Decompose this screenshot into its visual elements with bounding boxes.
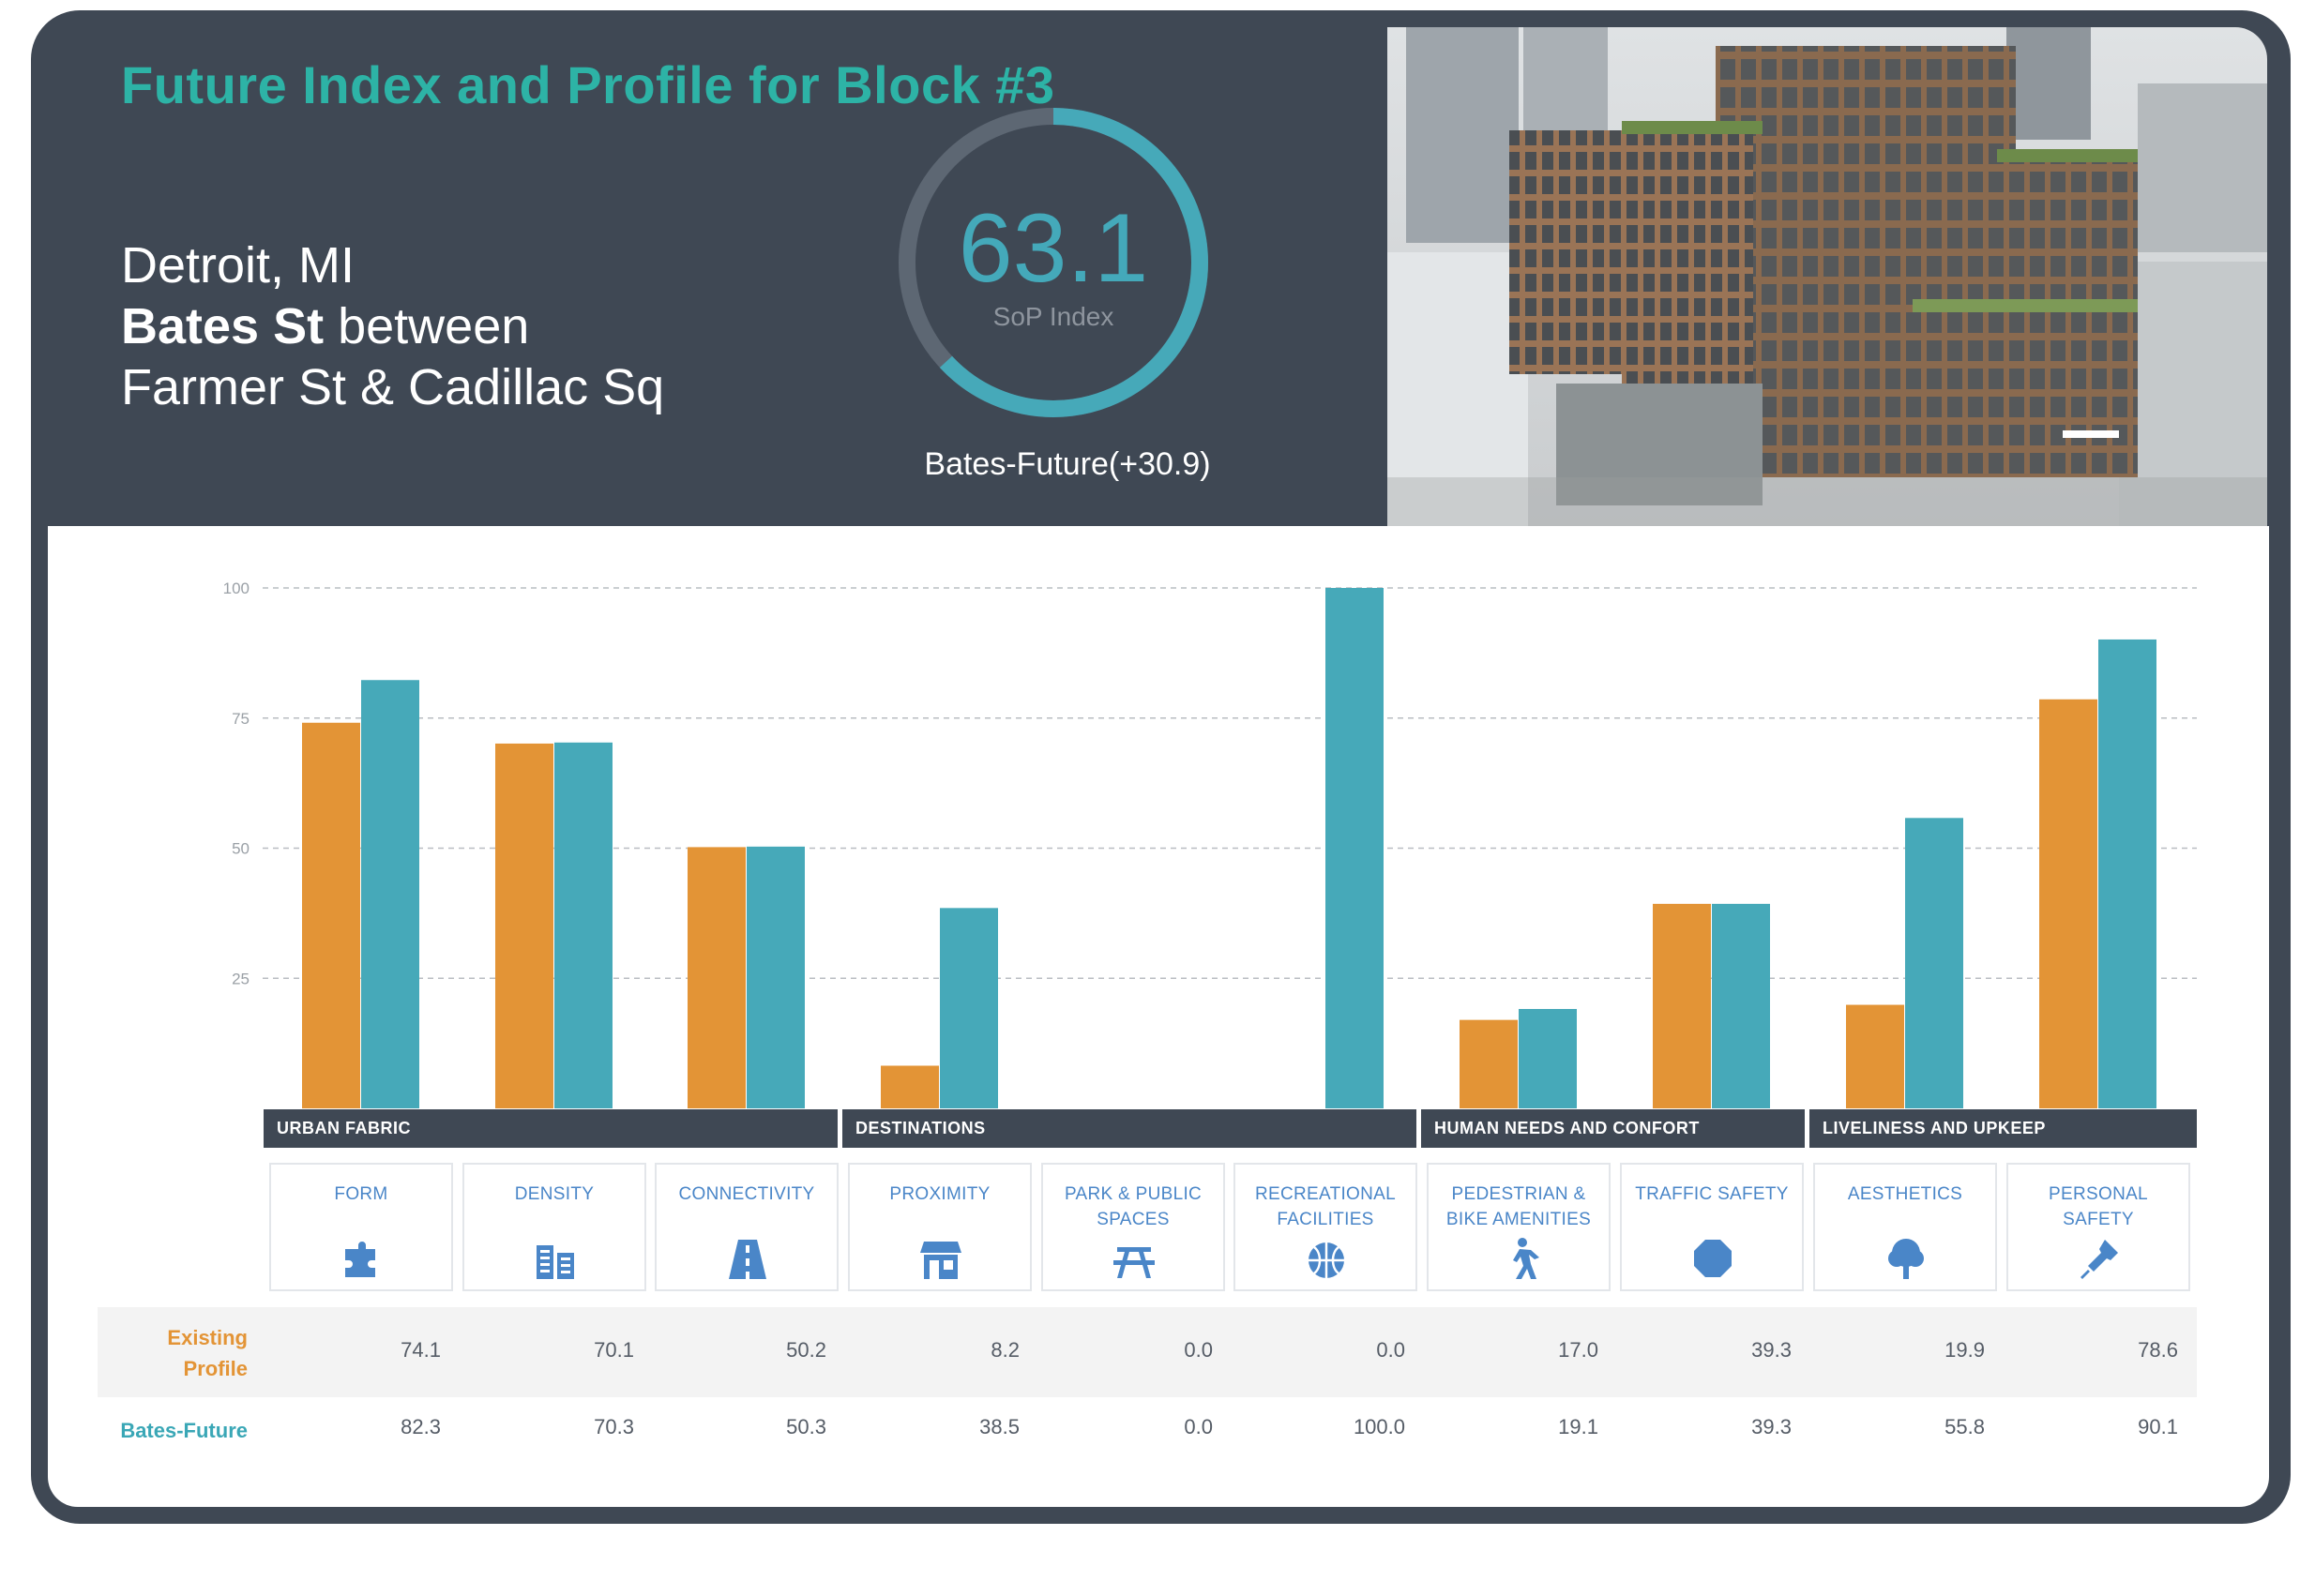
existing-value: 70.1 [594, 1338, 634, 1362]
category-card-connectivity: CONNECTIVITY [655, 1163, 839, 1291]
future-value: 0.0 [1184, 1415, 1213, 1438]
existing-value: 17.0 [1558, 1338, 1598, 1362]
tree-icon [1884, 1236, 1929, 1281]
city-label: Detroit, MI [121, 237, 356, 294]
building-rendering-image [1387, 27, 2267, 526]
future-value: 39.3 [1751, 1415, 1792, 1438]
page-title: Future Index and Profile for Block #3 [121, 55, 1055, 114]
existing-row-background [98, 1307, 2197, 1397]
category-card-form: FORM [269, 1163, 453, 1291]
cross-streets-label: Farmer St & Cadillac Sq [121, 359, 665, 415]
existing-value: 0.0 [1184, 1338, 1213, 1362]
existing-value: 19.9 [1944, 1338, 1985, 1362]
category-card-proximity: PROXIMITY [848, 1163, 1032, 1291]
sop-index-label: SoP Index [992, 302, 1114, 331]
group-header-destinations: DESTINATIONS [842, 1109, 1416, 1148]
existing-value: 8.2 [991, 1338, 1020, 1362]
future-value: 38.5 [979, 1415, 1020, 1438]
buildings-icon [533, 1236, 578, 1281]
basketball-icon [1304, 1236, 1349, 1281]
future-value: 82.3 [401, 1415, 441, 1438]
flashlight-icon [2077, 1236, 2122, 1281]
group-header-liveliness: LIVELINESS AND UPKEEP [1809, 1109, 2197, 1148]
future-value: 70.3 [594, 1415, 634, 1438]
category-label: PROXIMITY [889, 1184, 991, 1204]
picnic-table-icon [1112, 1236, 1157, 1281]
sop-index-gauge [899, 108, 1208, 417]
gauge-arc [899, 108, 1208, 417]
category-label: TRAFFIC SAFETY [1635, 1184, 1789, 1204]
category-card-aesthetics: AESTHETICS [1813, 1163, 1997, 1291]
existing-value: 74.1 [401, 1338, 441, 1362]
sop-index-value: 63.1 [958, 194, 1149, 303]
future-value: 19.1 [1558, 1415, 1598, 1438]
future-value: 100.0 [1353, 1415, 1405, 1438]
stop-sign-icon [1690, 1236, 1735, 1281]
street-name: Bates St [121, 298, 325, 354]
storefront-icon [918, 1236, 963, 1281]
category-card-recreational-facilities: RECREATIONAL FACILITIES [1233, 1163, 1417, 1291]
walking-person-icon [1497, 1236, 1542, 1281]
group-header-human-needs: HUMAN NEEDS AND CONFORT [1421, 1109, 1805, 1148]
street-line: Bates St between [121, 296, 664, 357]
existing-value: 39.3 [1751, 1338, 1792, 1362]
future-value: 90.1 [2138, 1415, 2178, 1438]
category-label: PARK & PUBLIC SPACES [1064, 1184, 1203, 1229]
category-label: AESTHETICS [1847, 1184, 1963, 1204]
category-card-personal-safety: PERSONAL SAFETY [2006, 1163, 2190, 1291]
existing-value: 0.0 [1376, 1338, 1405, 1362]
category-card-traffic-safety: TRAFFIC SAFETY [1620, 1163, 1804, 1291]
bates-future-label: Bates-Future [120, 1419, 248, 1442]
category-label: DENSITY [514, 1184, 595, 1204]
road-icon [725, 1236, 770, 1281]
existing-value: 78.6 [2138, 1338, 2178, 1362]
category-label: CONNECTIVITY [678, 1184, 815, 1204]
category-card-pedestrian-bike-amenities: PEDESTRIAN & BIKE AMENITIES [1427, 1163, 1611, 1291]
category-card-park-public-spaces: PARK & PUBLIC SPACES [1041, 1163, 1225, 1291]
existing-profile-label: Existing Profile [167, 1326, 248, 1380]
location-block: Detroit, MI Bates St between Farmer St &… [121, 235, 664, 418]
category-label: PERSONAL SAFETY [2049, 1184, 2148, 1229]
group-header-urban-fabric: URBAN FABRIC [264, 1109, 838, 1148]
gauge-caption: Bates-Future(+30.9) [924, 446, 1211, 482]
category-label: PEDESTRIAN & BIKE AMENITIES [1445, 1184, 1592, 1229]
puzzle-icon [340, 1236, 385, 1281]
between-text: between [338, 298, 530, 354]
future-value: 55.8 [1944, 1415, 1985, 1438]
category-card-density: DENSITY [462, 1163, 646, 1291]
category-label: RECREATIONAL FACILITIES [1255, 1184, 1396, 1229]
category-label: FORM [334, 1184, 388, 1204]
existing-value: 50.2 [786, 1338, 826, 1362]
future-value: 50.3 [786, 1415, 826, 1438]
